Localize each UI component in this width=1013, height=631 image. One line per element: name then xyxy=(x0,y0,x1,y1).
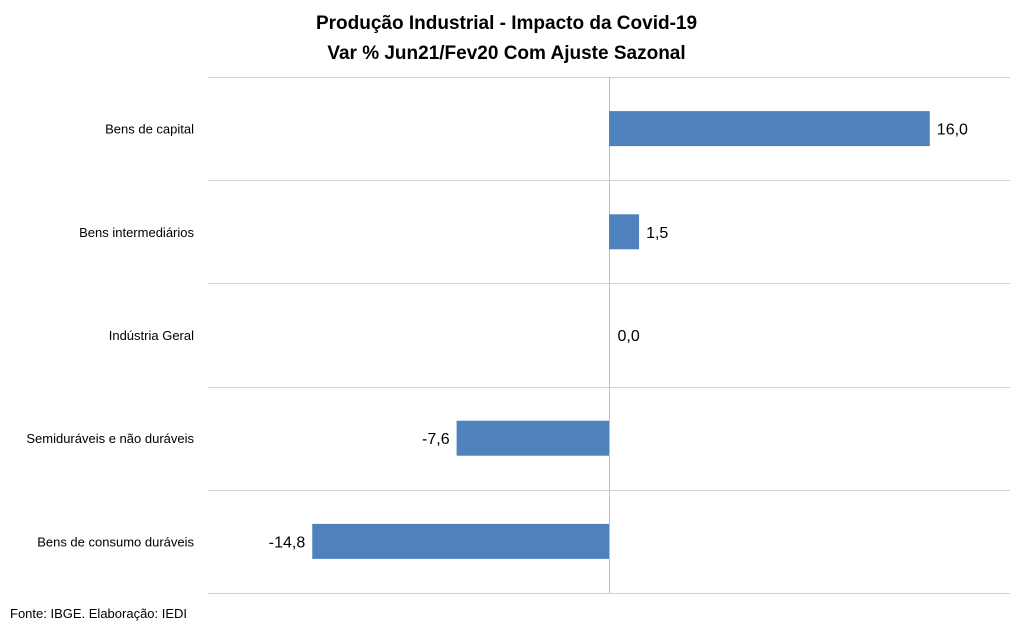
data-label: 16,0 xyxy=(937,122,968,139)
bar-bens-de-capital xyxy=(609,111,930,147)
bar-bens-intermediarios xyxy=(609,214,640,250)
category-label: Semiduráveis e não duráveis xyxy=(26,431,194,446)
category-label: Bens de consumo duráveis xyxy=(37,534,194,549)
bar-semiduraveis-e-nao-duraveis xyxy=(456,420,609,456)
bar-bens-de-consumo-duraveis xyxy=(312,523,609,559)
data-label: -14,8 xyxy=(269,534,306,551)
data-label: 0,0 xyxy=(618,328,640,345)
data-label: -7,6 xyxy=(422,431,450,448)
chart-subtitle: Var % Jun21/Fev20 Com Ajuste Sazonal xyxy=(327,43,686,64)
category-label: Bens de capital xyxy=(105,122,194,137)
data-label: 1,5 xyxy=(646,225,668,242)
chart-title: Produção Industrial - Impacto da Covid-1… xyxy=(315,13,698,34)
source-note: Fonte: IBGE. Elaboração: IEDI xyxy=(10,606,188,621)
category-label: Indústria Geral xyxy=(109,328,194,343)
category-label: Bens intermediários xyxy=(79,225,194,240)
